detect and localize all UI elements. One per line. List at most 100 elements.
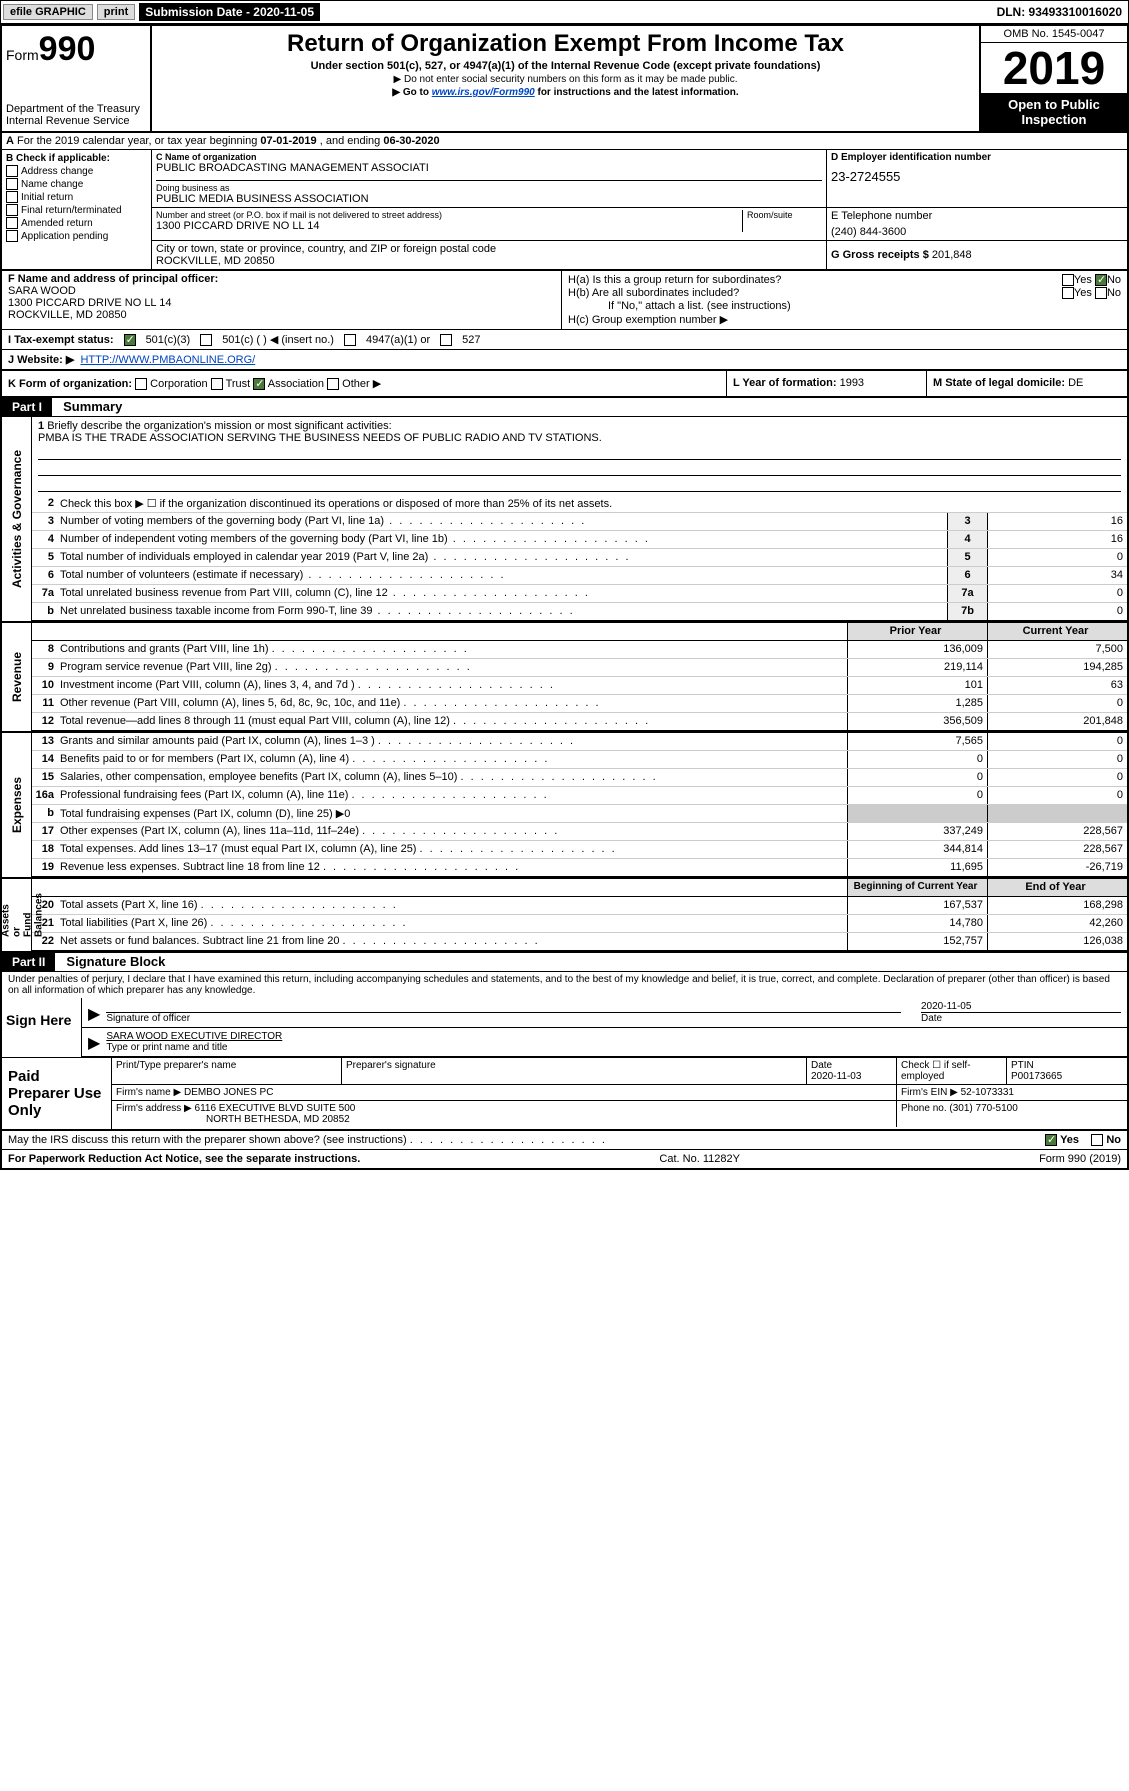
b-item-0: Address change bbox=[21, 166, 93, 177]
b-item-4: Amended return bbox=[21, 218, 93, 229]
gov-line: bNet unrelated business taxable income f… bbox=[32, 603, 1127, 621]
chk-address-change[interactable] bbox=[6, 165, 18, 177]
omb-number: OMB No. 1545-0047 bbox=[981, 26, 1127, 43]
chk-app-pending[interactable] bbox=[6, 230, 18, 242]
data-line: 21Total liabilities (Part X, line 26) 14… bbox=[32, 915, 1127, 933]
g-val: 201,848 bbox=[932, 249, 972, 261]
gov-line: 4Number of independent voting members of… bbox=[32, 531, 1127, 549]
k-other[interactable] bbox=[327, 378, 339, 390]
part2-title: Signature Block bbox=[58, 954, 165, 969]
ha-no[interactable] bbox=[1095, 274, 1107, 286]
box-i: I Tax-exempt status: 501(c)(3) 501(c) ( … bbox=[2, 330, 1127, 350]
firm-lbl: Firm's name ▶ bbox=[116, 1087, 181, 1098]
sign-here-label: Sign Here bbox=[2, 998, 82, 1057]
firm-ein-lbl: Firm's EIN ▶ bbox=[901, 1087, 958, 1098]
f-name: SARA WOOD bbox=[8, 285, 555, 297]
data-line: 17Other expenses (Part IX, column (A), l… bbox=[32, 823, 1127, 841]
header-mid: Return of Organization Exempt From Incom… bbox=[152, 26, 979, 131]
subtitle-2a: ▶ Do not enter social security numbers o… bbox=[158, 74, 973, 85]
e-val: (240) 844-3600 bbox=[831, 226, 1123, 238]
data-line: 16aProfessional fundraising fees (Part I… bbox=[32, 787, 1127, 805]
pp-h3: Date bbox=[811, 1060, 832, 1071]
firm-ein: 52-1073331 bbox=[961, 1087, 1014, 1098]
ha-lbl: H(a) Is this a group return for subordin… bbox=[568, 274, 781, 286]
data-line: 19Revenue less expenses. Subtract line 1… bbox=[32, 859, 1127, 877]
hb-lbl: H(b) Are all subordinates included? bbox=[568, 287, 739, 299]
data-line: 11Other revenue (Part VIII, column (A), … bbox=[32, 695, 1127, 713]
boxes-klm: K Form of organization: Corporation Trus… bbox=[2, 371, 1127, 398]
b-item-2: Initial return bbox=[21, 192, 73, 203]
discuss-no[interactable] bbox=[1091, 1134, 1103, 1146]
k-o2: Trust bbox=[226, 378, 251, 390]
addr-val: 1300 PICCARD DRIVE NO LL 14 bbox=[156, 220, 742, 232]
sig-name-lbl: Type or print name and title bbox=[106, 1042, 1121, 1053]
part2-badge: Part II bbox=[2, 953, 55, 971]
form-container: Form990 Department of the Treasury Inter… bbox=[0, 24, 1129, 1170]
b-item-5: Application pending bbox=[21, 231, 108, 242]
submission-date: Submission Date - 2020-11-05 bbox=[139, 3, 320, 21]
data-line: 9Program service revenue (Part VIII, lin… bbox=[32, 659, 1127, 677]
sig-arrow-1: ▶ bbox=[88, 1004, 100, 1024]
l-val: 1993 bbox=[840, 377, 864, 389]
k-corp[interactable] bbox=[135, 378, 147, 390]
pp-h2: Preparer's signature bbox=[342, 1058, 807, 1084]
k-o4: Other ▶ bbox=[342, 378, 381, 390]
na-prior-hdr: Beginning of Current Year bbox=[847, 879, 987, 896]
data-line: 22Net assets or fund balances. Subtract … bbox=[32, 933, 1127, 951]
k-assoc[interactable] bbox=[253, 378, 265, 390]
na-header-row: Beginning of Current Year End of Year bbox=[32, 879, 1127, 897]
section-expenses: Expenses 13Grants and similar amounts pa… bbox=[2, 733, 1127, 879]
data-line: 14Benefits paid to or for members (Part … bbox=[32, 751, 1127, 769]
form-title: Return of Organization Exempt From Incom… bbox=[158, 30, 973, 58]
j-lbl: J Website: ▶ bbox=[8, 354, 74, 366]
prior-year-hdr: Prior Year bbox=[847, 623, 987, 640]
gov-line: 5Total number of individuals employed in… bbox=[32, 549, 1127, 567]
print-button[interactable]: print bbox=[97, 4, 135, 20]
pp-h4: Check ☐ if self-employed bbox=[897, 1058, 1007, 1084]
hb-no-lbl: No bbox=[1107, 287, 1121, 299]
firm-addr-lbl: Firm's address ▶ bbox=[116, 1103, 192, 1114]
hc-lbl: H(c) Group exemption number ▶ bbox=[568, 313, 728, 326]
dln-label: DLN: 93493310016020 bbox=[997, 5, 1126, 19]
chk-final-return[interactable] bbox=[6, 204, 18, 216]
k-trust[interactable] bbox=[211, 378, 223, 390]
dba-lbl: Doing business as bbox=[156, 183, 822, 193]
i-527[interactable] bbox=[440, 334, 452, 346]
chk-amended[interactable] bbox=[6, 217, 18, 229]
na-current-hdr: End of Year bbox=[987, 879, 1127, 896]
f-addr2: ROCKVILLE, MD 20850 bbox=[8, 309, 555, 321]
part1-header: Part I Summary bbox=[2, 398, 1127, 417]
paid-preparer-section: Paid Preparer Use Only Print/Type prepar… bbox=[2, 1057, 1127, 1131]
instructions-link[interactable]: www.irs.gov/Form990 bbox=[432, 87, 535, 98]
d-val: 23-2724555 bbox=[831, 169, 1123, 184]
i-501c3[interactable] bbox=[124, 334, 136, 346]
hb-yes[interactable] bbox=[1062, 287, 1074, 299]
i-lbl: I Tax-exempt status: bbox=[8, 334, 114, 346]
i-4947[interactable] bbox=[344, 334, 356, 346]
f-addr1: 1300 PICCARD DRIVE NO LL 14 bbox=[8, 297, 555, 309]
tax-year: 2019 bbox=[981, 43, 1127, 93]
form-number: 990 bbox=[39, 30, 96, 68]
b-item-3: Final return/terminated bbox=[21, 205, 122, 216]
data-line: 20Total assets (Part X, line 16) 167,537… bbox=[32, 897, 1127, 915]
d-lbl: D Employer identification number bbox=[831, 152, 1123, 163]
side-gov: Activities & Governance bbox=[10, 450, 24, 588]
chk-name-change[interactable] bbox=[6, 178, 18, 190]
i-501c[interactable] bbox=[200, 334, 212, 346]
hb-no[interactable] bbox=[1095, 287, 1107, 299]
chk-initial-return[interactable] bbox=[6, 191, 18, 203]
section-governance: Activities & Governance 1 Briefly descri… bbox=[2, 417, 1127, 623]
ha-yes[interactable] bbox=[1062, 274, 1074, 286]
website-link[interactable]: HTTP://WWW.PMBAONLINE.ORG/ bbox=[80, 354, 255, 366]
boxes-bcdeg: B Check if applicable: Address change Na… bbox=[2, 150, 1127, 271]
addr-lbl: Number and street (or P.O. box if mail i… bbox=[156, 210, 742, 220]
i-o4: 527 bbox=[462, 334, 480, 346]
discuss-row: May the IRS discuss this return with the… bbox=[2, 1131, 1127, 1150]
period-text-b: , and ending bbox=[320, 135, 384, 147]
b-item-1: Name change bbox=[21, 179, 83, 190]
phone-val: (301) 770-5100 bbox=[949, 1103, 1017, 1114]
data-line: 10Investment income (Part VIII, column (… bbox=[32, 677, 1127, 695]
discuss-yes[interactable] bbox=[1045, 1134, 1057, 1146]
period-row: A For the 2019 calendar year, or tax yea… bbox=[2, 133, 1127, 150]
i-o1: 501(c)(3) bbox=[146, 334, 191, 346]
